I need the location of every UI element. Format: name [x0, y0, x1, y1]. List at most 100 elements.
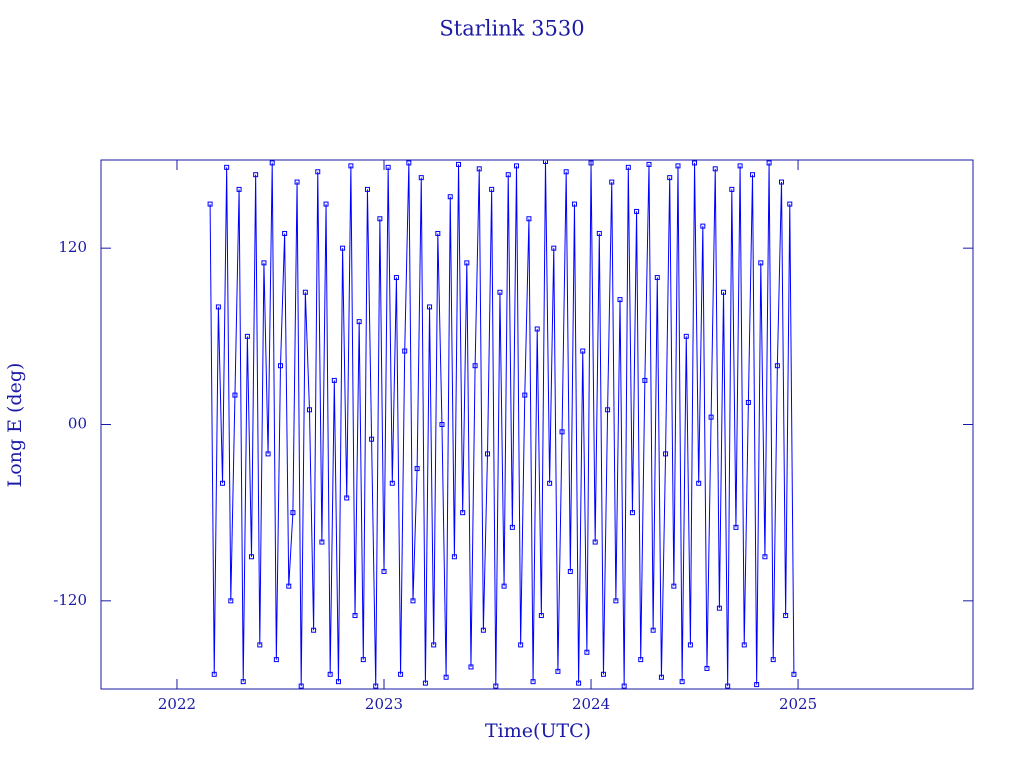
data-point [650, 627, 656, 633]
data-point [290, 510, 296, 516]
data-point [538, 613, 544, 619]
data-point [571, 201, 577, 207]
data-point [261, 260, 267, 266]
data-point [240, 679, 246, 685]
data-point [385, 164, 391, 170]
data-point [364, 186, 370, 192]
data-point [708, 414, 714, 420]
data-point [315, 169, 321, 175]
y-tick-label: 00 [68, 415, 87, 433]
data-point [530, 679, 536, 685]
data-point [787, 201, 793, 207]
plot-frame [100, 159, 974, 690]
y-axis-title: Long E (deg) [4, 363, 26, 488]
data-point [493, 683, 499, 689]
data-point [696, 480, 702, 486]
data-point [373, 683, 379, 689]
data-point [232, 392, 238, 398]
data-point [542, 160, 548, 164]
data-point [750, 172, 756, 178]
x-tick-label: 2023 [365, 695, 403, 713]
data-point [663, 451, 669, 457]
data-point [435, 230, 441, 236]
data-point [451, 554, 457, 560]
data-point [406, 160, 412, 166]
data-point [398, 671, 404, 677]
data-point [348, 163, 354, 169]
data-point [220, 480, 226, 486]
data-point [547, 480, 553, 486]
data-point [667, 175, 673, 181]
data-point [671, 583, 677, 589]
data-point [617, 297, 623, 303]
data-point [402, 348, 408, 354]
data-point [228, 598, 234, 604]
data-point [658, 674, 664, 680]
data-point [584, 649, 590, 655]
data-point [306, 407, 312, 413]
data-point [629, 510, 635, 516]
data-point [505, 172, 511, 178]
data-point [559, 429, 565, 435]
data-point [460, 510, 466, 516]
data-point [687, 642, 693, 648]
data-point [770, 657, 776, 663]
data-point [638, 657, 644, 663]
data-point [704, 665, 710, 671]
data-point [774, 363, 780, 369]
data-point [621, 683, 627, 689]
data-point [625, 164, 631, 170]
data-point [447, 194, 453, 200]
data-point [737, 163, 743, 169]
data-point [468, 664, 474, 670]
data-point [489, 186, 495, 192]
data-point [427, 304, 433, 310]
data-point [654, 275, 660, 281]
data-point [605, 407, 611, 413]
data-point [215, 304, 221, 310]
data-point [456, 161, 462, 167]
data-point [476, 166, 482, 172]
plot-area [207, 160, 797, 689]
data-point [716, 605, 722, 611]
data-point [472, 363, 478, 369]
data-point [609, 179, 615, 185]
data-point [323, 201, 329, 207]
data-point [733, 524, 739, 530]
data-point [236, 186, 242, 192]
data-point [567, 568, 573, 574]
data-point [340, 245, 346, 251]
data-point [269, 160, 275, 166]
data-point [377, 216, 383, 222]
data-point [497, 289, 503, 295]
data-point [679, 679, 685, 685]
data-point [253, 172, 259, 178]
data-point [327, 671, 333, 677]
data-point [514, 163, 520, 169]
data-point [551, 245, 557, 251]
data-point [249, 554, 255, 560]
data-point [778, 179, 784, 185]
data-point [509, 524, 515, 530]
x-tick-label: 2025 [779, 695, 817, 713]
data-point [501, 583, 507, 589]
data-point [356, 319, 362, 325]
data-point [783, 613, 789, 619]
data-point [257, 642, 263, 648]
data-point [485, 451, 491, 457]
data-point [282, 230, 288, 236]
data-point [576, 680, 582, 686]
data-point [692, 160, 698, 166]
data-point [480, 627, 486, 633]
data-point [762, 554, 768, 560]
y-tick-label: 120 [58, 238, 87, 256]
data-point [518, 642, 524, 648]
data-point [393, 275, 399, 281]
x-tick-label: 2022 [158, 695, 196, 713]
chart-title: Starlink 3530 [439, 17, 584, 41]
data-point [335, 679, 341, 685]
data-point [344, 495, 350, 501]
data-point [741, 642, 747, 648]
data-point [758, 260, 764, 266]
